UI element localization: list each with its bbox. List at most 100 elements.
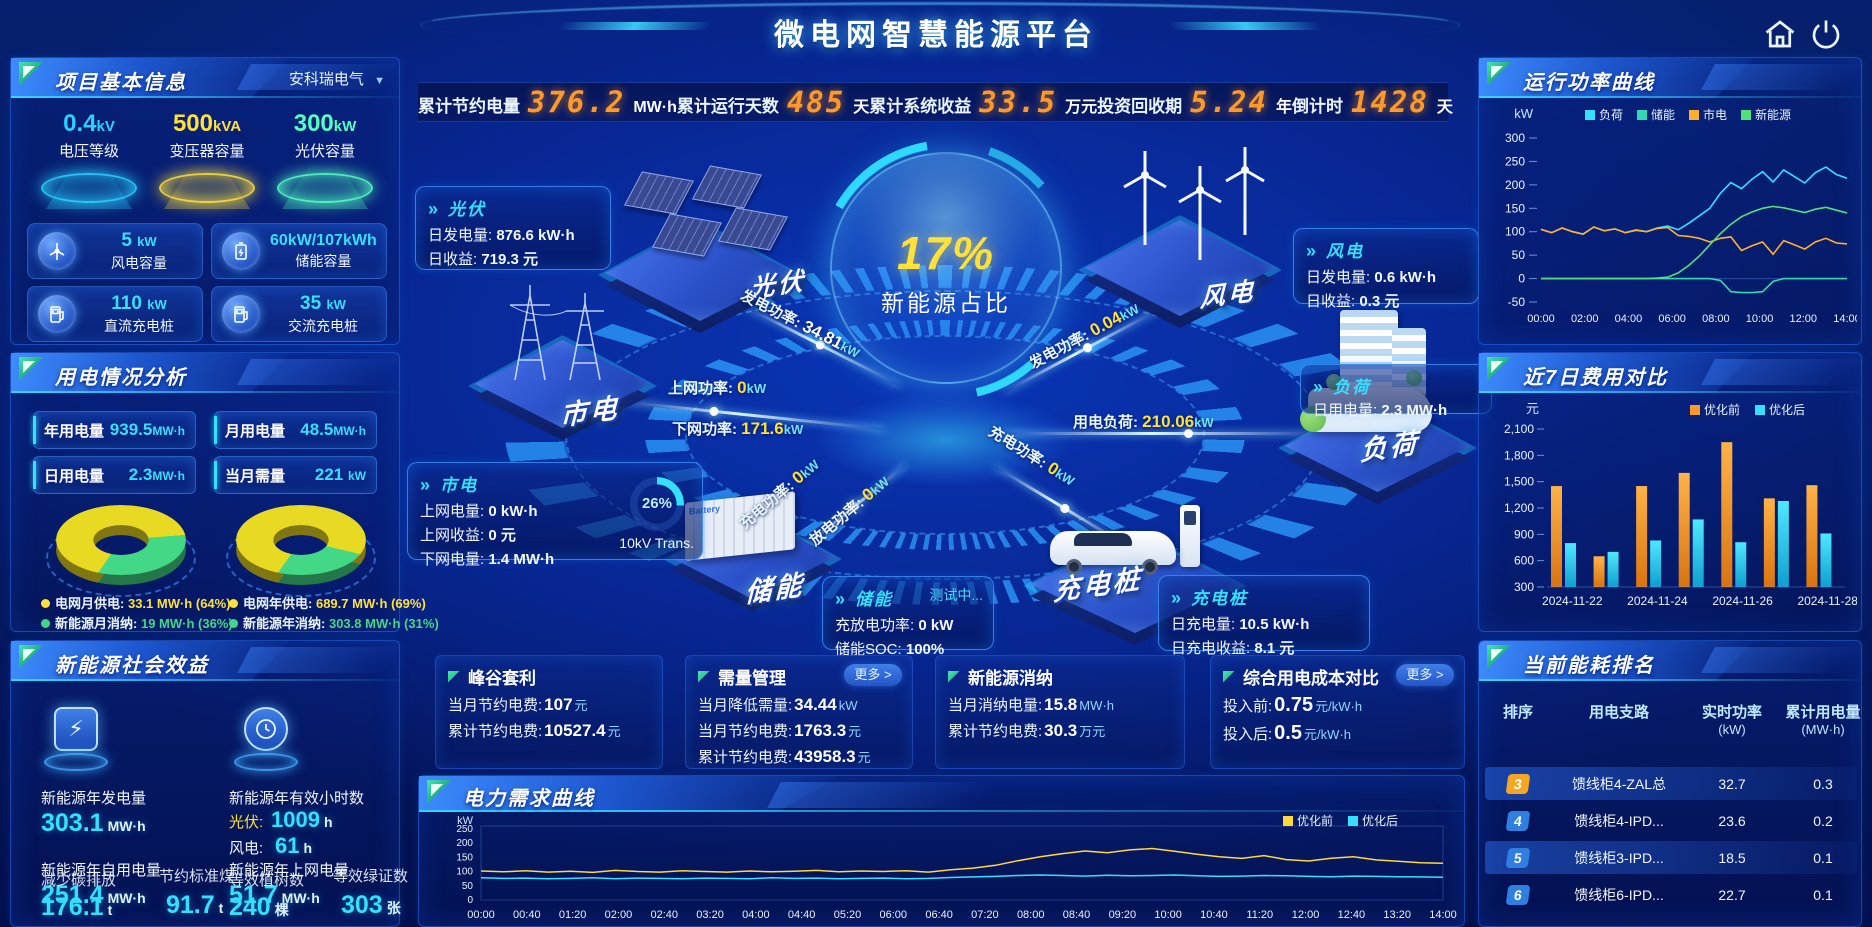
header-line: [11, 679, 399, 681]
card-corner-icon: [1223, 670, 1235, 683]
col-power[interactable]: 实时功率 (kW): [1701, 704, 1762, 737]
col-branch[interactable]: 用电支路: [1588, 704, 1649, 721]
wind-turbine-icon: [38, 232, 76, 270]
power-cell: 23.6: [1718, 812, 1746, 829]
x-tick-label: 01:20: [559, 909, 587, 921]
infobox-row-value: 8.1 元: [1254, 640, 1295, 657]
header-line: [1479, 391, 1861, 393]
home-icon[interactable]: [1762, 16, 1798, 52]
panel-corner-icon: [427, 780, 451, 804]
card-title: 新能源消纳: [968, 669, 1053, 688]
flow-unit: kW: [1194, 415, 1214, 430]
row-value: 15.8: [1044, 695, 1078, 714]
legend-label: 电网月供电:: [55, 596, 125, 611]
header-band2: [236, 647, 399, 673]
y-axis-unit: kW: [1514, 106, 1534, 121]
stat-total-revenue: 累计系统收益 33.5 万元: [869, 85, 1097, 119]
flow-unit: kW: [783, 422, 804, 437]
infobox-row-label: 日发电量:: [1306, 269, 1371, 286]
infobox-row-value: 0.3 元: [1359, 293, 1400, 310]
stat-payback-period: 投资回收期 5.24 年: [1097, 85, 1292, 119]
row-label: 当月降低需量:: [698, 697, 793, 714]
col-energy[interactable]: 累计用电量 (MW·h): [1785, 704, 1861, 737]
x-tick-label: 2024-11-28: [1797, 594, 1857, 608]
usage-value: 2.3: [128, 465, 153, 484]
legend-value: 19 MW·h (36%): [140, 616, 233, 631]
legend-label: 市电: [1703, 107, 1727, 122]
infobox-title: 充电桩: [1191, 589, 1249, 608]
panel-corner-icon: [1487, 357, 1511, 381]
company-selector[interactable]: 安科瑞电气 ▼: [289, 68, 385, 89]
y-tick-label: 100: [456, 867, 473, 878]
benefit-certs-label: 等效绿证数: [333, 868, 409, 885]
bar-before-2024-11-25: [1678, 472, 1690, 587]
row-unit: 元/kW·h: [1315, 699, 1363, 714]
flow-unit: kW: [746, 381, 767, 396]
table-row[interactable]: 4 馈线柜4-IPD... 23.6 0.2: [1485, 804, 1857, 837]
spotlight-voltage-level: 0.4kV 电压等级: [29, 110, 149, 209]
row-unit: 元: [607, 724, 621, 739]
flow-value: 210.06: [1142, 412, 1195, 431]
island-wind[interactable]: [1078, 215, 1282, 328]
spotlight-pv-capacity: 300kW 光伏容量: [265, 110, 385, 209]
x-tick-label: 13:20: [1383, 909, 1411, 921]
bar-before-2024-11-27: [1763, 498, 1775, 587]
testing-badge: 测试中...: [929, 587, 983, 603]
infobox-wind: » 风电 日发电量: 0.6 kW·h 日收益: 0.3 元: [1293, 228, 1479, 310]
y-tick-label: 300: [1505, 131, 1525, 145]
row-unit: 元: [848, 724, 862, 739]
infobox-row-label: 储能SOC:: [835, 641, 902, 658]
usage-value: 939.5: [109, 420, 153, 439]
x-tick-label: 10:40: [1200, 909, 1228, 921]
col-rank[interactable]: 排序: [1502, 704, 1533, 721]
y-tick-label: 0: [1518, 272, 1525, 286]
x-tick-label: 00:40: [513, 909, 541, 921]
table-row[interactable]: 3 馈线柜4-ZAL总 32.7 0.3: [1485, 767, 1857, 800]
spotlight-unit: kVA: [212, 118, 242, 135]
legend-label: 优化前: [1704, 402, 1740, 417]
benefit-co2-label: 减少碳排放: [41, 872, 117, 889]
more-button[interactable]: 更多 >: [1396, 664, 1454, 686]
power-icon[interactable]: [1808, 16, 1844, 52]
card-value: 60kW/107kWh: [270, 231, 377, 249]
energy-cell: 0.1: [1813, 886, 1833, 903]
ranking-table-body: 3 馈线柜4-ZAL总 32.7 0.3 4 馈线柜4-IPD... 23.6 0.2 5 馈线柜…: [1485, 767, 1857, 915]
branch-cell: 馈线柜4-ZAL总: [1571, 775, 1667, 792]
table-row[interactable]: 5 馈线柜3-IPD... 18.5 0.1: [1485, 841, 1857, 874]
legend-label: 负荷: [1599, 108, 1623, 122]
island-grid[interactable]: [468, 335, 657, 440]
header-line: [1479, 96, 1861, 98]
battery-icon: [222, 232, 260, 270]
table-row[interactable]: 6 馈线柜6-IPD... 22.7 0.1: [1485, 878, 1857, 911]
row-value: 43958.3: [794, 747, 856, 766]
infobox-row-label: 日收益:: [428, 251, 478, 268]
branch-cell: 馈线柜3-IPD...: [1574, 849, 1664, 866]
legend-grid-year: 电网年供电: 689.7 MW·h (69%): [229, 593, 426, 612]
spotlight-unit: kV: [96, 118, 115, 135]
x-tick-label: 00:00: [1527, 313, 1555, 325]
x-tick-label: 08:40: [1063, 909, 1091, 921]
infobox-title: 储能: [855, 590, 894, 609]
legend-swatch: [1283, 816, 1293, 826]
more-button[interactable]: 更多 >: [844, 664, 902, 686]
flow-label: 上网功率:: [668, 380, 733, 397]
stat-countdown: 倒计时 1428 天: [1292, 85, 1453, 119]
legend-swatch: [1585, 110, 1595, 120]
cost-compare-chart[interactable]: 元 优化前 优化后 2,100 1,800 1,500 1,200 900 600 300 2024…: [1485, 399, 1857, 629]
spotlight-value: 300: [293, 110, 334, 137]
donut-year-supply: [226, 505, 376, 597]
card-label: 交流充电桩: [288, 317, 358, 334]
usage-card-day: 日用电量 2.3MW·h: [33, 456, 196, 494]
card-value: 110: [111, 292, 142, 314]
panel-project-header: 项目基本信息 安科瑞电气 ▼: [11, 58, 399, 98]
transmission-towers-graphic: [485, 275, 635, 385]
card-corner-icon: [448, 670, 460, 683]
infobox-row-label: 充放电功率:: [835, 617, 915, 634]
series-新能源: [1541, 205, 1848, 280]
company-selector-value: 安科瑞电气: [288, 71, 364, 88]
card-renewable-consumption: 新能源消纳 当月消纳电量: 15.8 MW·h 累计节约电费: 30.3 万元: [935, 655, 1185, 769]
card-corner-icon: [948, 670, 960, 683]
usage-unit: kW: [348, 469, 366, 483]
